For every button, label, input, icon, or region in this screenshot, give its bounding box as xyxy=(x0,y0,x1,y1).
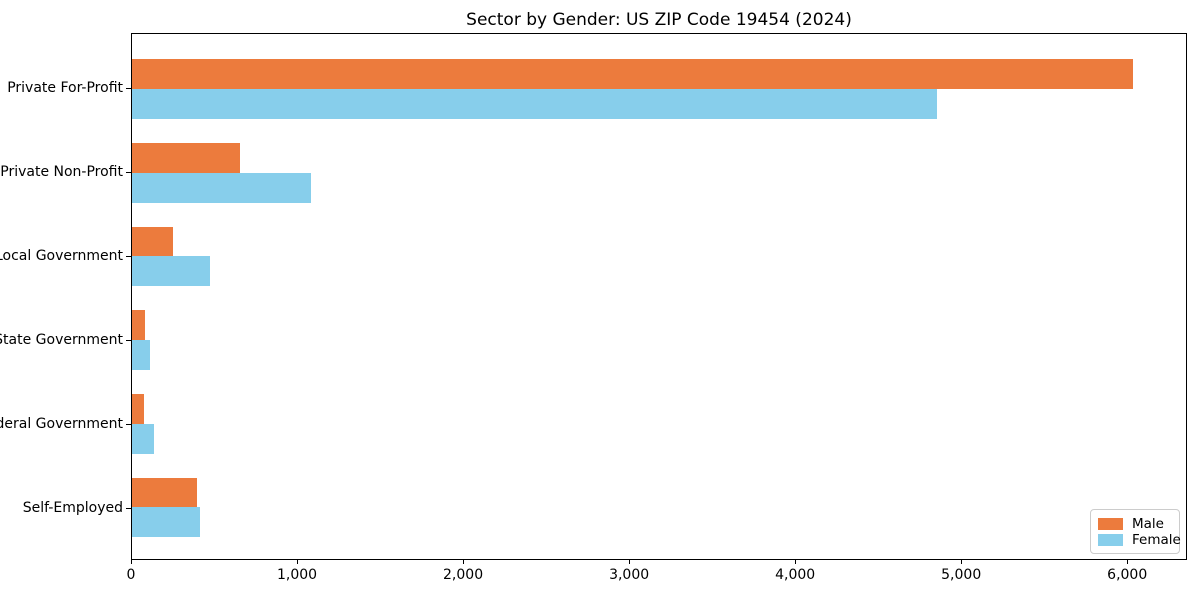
legend-label-male: Male xyxy=(1132,516,1164,532)
y-axis-label-local-government: Local Government xyxy=(0,248,123,265)
y-axis-label-self-employed: Self-Employed xyxy=(22,500,123,517)
y-tick-mark xyxy=(126,256,131,258)
legend-item-male: Male xyxy=(1098,516,1171,532)
x-tick-label-2000: 2,000 xyxy=(443,567,484,583)
bar-male-state-government xyxy=(132,310,146,341)
y-axis-label-private-for-profit: Private For-Profit xyxy=(7,80,123,97)
bar-male-private-non-profit xyxy=(132,142,240,173)
bar-male-self-employed xyxy=(132,477,197,508)
bar-female-local-government xyxy=(132,256,210,287)
chart-title: Sector by Gender: US ZIP Code 19454 (202… xyxy=(466,10,852,30)
legend: Male Female xyxy=(1090,509,1181,554)
y-tick-mark xyxy=(126,172,131,174)
bar-female-private-for-profit xyxy=(132,89,938,119)
x-tick-label-4000: 4,000 xyxy=(775,567,816,583)
y-axis-label-private-non-profit: Private Non-Profit xyxy=(0,164,123,181)
bar-female-state-government xyxy=(132,340,151,370)
bar-male-local-government xyxy=(132,226,174,257)
plot-area: Male Female xyxy=(131,33,1187,560)
y-tick-mark xyxy=(126,508,131,510)
y-tick-mark xyxy=(126,424,131,426)
x-tick-label-3000: 3,000 xyxy=(609,567,650,583)
x-tick-mark xyxy=(1127,560,1129,564)
x-tick-mark xyxy=(297,560,299,564)
y-tick-mark xyxy=(126,88,131,90)
bar-male-federal-government xyxy=(132,393,145,424)
x-tick-mark xyxy=(795,560,797,564)
legend-item-female: Female xyxy=(1098,532,1181,548)
x-tick-label-1000: 1,000 xyxy=(276,567,318,583)
x-tick-mark xyxy=(629,560,631,564)
bar-male-private-for-profit xyxy=(132,59,1133,90)
bar-female-private-non-profit xyxy=(132,172,311,203)
y-tick-mark xyxy=(126,340,131,342)
x-tick-mark xyxy=(463,560,465,564)
x-tick-label-0: 0 xyxy=(126,567,136,583)
male-color-swatch xyxy=(1098,518,1123,530)
bar-female-self-employed xyxy=(132,507,200,538)
bar-female-federal-government xyxy=(132,423,155,454)
y-axis-label-federal-government: Federal Government xyxy=(0,416,123,433)
x-tick-label-6000: 6,000 xyxy=(1107,567,1148,583)
y-axis-label-state-government: State Government xyxy=(0,332,123,349)
x-tick-mark xyxy=(961,560,963,564)
x-tick-mark xyxy=(131,560,132,564)
legend-label-female: Female xyxy=(1132,532,1181,548)
x-tick-label-5000: 5,000 xyxy=(941,567,982,583)
female-color-swatch xyxy=(1098,534,1123,546)
